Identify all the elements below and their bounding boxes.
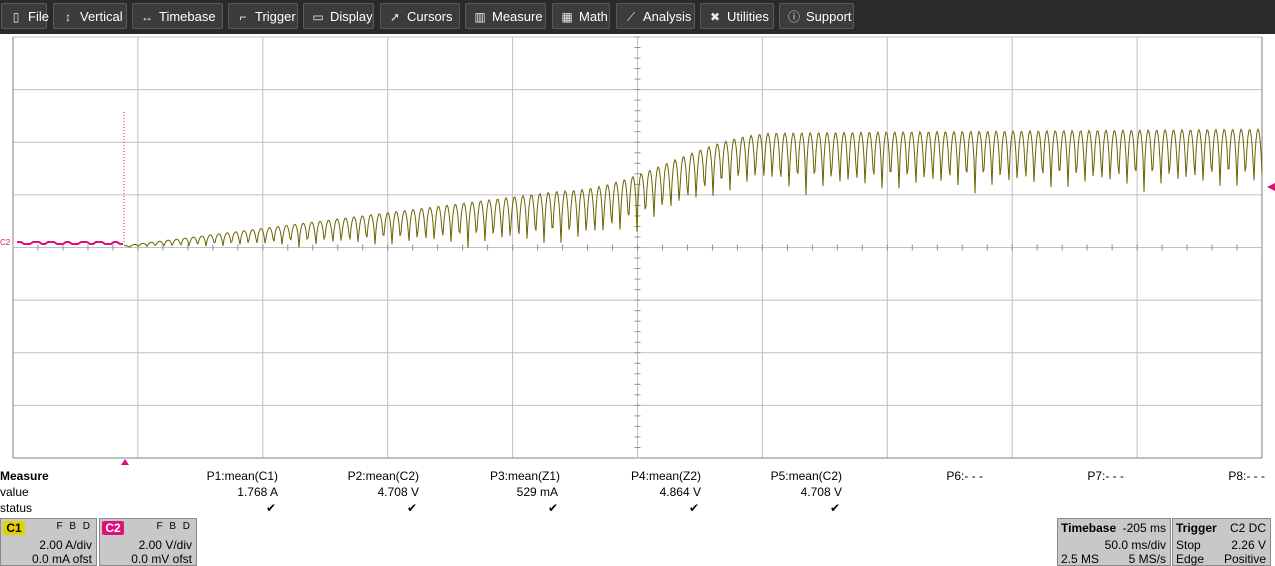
utilities-menu-button[interactable]: ✖ Utilities <box>700 3 774 29</box>
p2-name[interactable]: P2:mean(C2) <box>347 469 419 483</box>
trigger-title: Trigger <box>1176 521 1217 535</box>
p6-name[interactable]: P6:- - - <box>946 469 983 483</box>
c2-marker-label: C2 <box>0 238 11 247</box>
calculator-icon: ▦ <box>561 10 573 24</box>
c2-tag: C2 <box>102 521 124 535</box>
trigger-state: Stop <box>1176 538 1201 552</box>
timebase-scale: 50.0 ms/div <box>1104 538 1166 552</box>
c2-ground-marker: C2 <box>0 237 12 247</box>
p2-status-check-icon: ✔ <box>406 501 417 515</box>
p4-name[interactable]: P4:mean(Z2) <box>630 469 701 483</box>
timebase-descriptor[interactable]: Timebase -205 ms 50.0 ms/div 2.5 MS 5 MS… <box>1057 518 1171 566</box>
measure-table: Measure value status P1:mean(C1) 1.768 A… <box>0 466 1275 516</box>
status-row-label: status <box>0 501 33 515</box>
value-row-label: value <box>0 485 29 499</box>
p1-name[interactable]: P1:mean(C1) <box>206 469 278 483</box>
menu-bar: ▯ File ↕ Vertical ↔ Timebase ⌐ Trigger ▭ Disp… <box>0 0 1275 34</box>
info-icon: ⓘ <box>787 10 800 24</box>
p4-status-check-icon: ✔ <box>688 501 699 515</box>
cursor-icon: ➚ <box>389 10 401 24</box>
file-menu-button[interactable]: ▯ File <box>1 3 49 29</box>
p5-value: 4.708 V <box>800 485 842 499</box>
timebase-title: Timebase <box>1061 521 1117 535</box>
file-icon: ▯ <box>12 10 20 24</box>
trigger-level-marker[interactable] <box>1267 183 1275 191</box>
trigger-position-marker[interactable] <box>119 458 131 466</box>
c1-scale: 2.00 A/div <box>39 538 92 552</box>
c2-trace <box>17 241 123 245</box>
grid-center-ticks <box>12 36 1263 459</box>
trigger-slope: Positive <box>1223 552 1266 566</box>
horizontal-arrows-icon: ↔ <box>141 10 153 24</box>
display-menu-button[interactable]: ▭ Display <box>303 3 374 29</box>
c1-flags: F B D <box>56 521 92 532</box>
c1-tag: C1 <box>3 521 25 535</box>
tools-icon: ✖ <box>709 10 721 24</box>
trigger-descriptor[interactable]: Trigger C2 DC Stop 2.26 V Edge Positive <box>1172 518 1271 566</box>
c1-descriptor[interactable]: C1 F B D 2.00 A/div 0.0 mA ofst <box>0 518 97 566</box>
p1-value: 1.768 A <box>237 485 278 499</box>
waveform-display[interactable]: C2 <box>0 35 1275 460</box>
c2-scale: 2.00 V/div <box>138 538 192 552</box>
math-menu-button[interactable]: ▦ Math <box>552 3 610 29</box>
trigger-menu-button[interactable]: ⌐ Trigger <box>228 3 298 29</box>
p1-status-check-icon: ✔ <box>265 501 276 515</box>
timebase-rate: 5 MS/s <box>1128 552 1166 566</box>
p3-name[interactable]: P3:mean(Z1) <box>489 469 560 483</box>
p8-name[interactable]: P8:- - - <box>1228 469 1265 483</box>
trigger-level: 2.26 V <box>1231 538 1266 552</box>
measure-title: Measure <box>0 469 49 483</box>
analysis-chart-icon: ⟋ <box>626 10 636 24</box>
p5-status-check-icon: ✔ <box>829 501 840 515</box>
timebase-samples: 2.5 MS <box>1061 552 1100 566</box>
p7-name[interactable]: P7:- - - <box>1087 469 1124 483</box>
descriptor-bar: C1 F B D 2.00 A/div 0.0 mA ofst C2 F B D… <box>0 516 1275 566</box>
vertical-menu-button[interactable]: ↕ Vertical <box>53 3 127 29</box>
timebase-menu-button[interactable]: ↔ Timebase <box>132 3 223 29</box>
trigger-icon: ⌐ <box>239 10 247 24</box>
trigger-source: C2 DC <box>1229 521 1266 535</box>
p3-value: 529 mA <box>516 485 558 499</box>
vertical-arrows-icon: ↕ <box>65 10 71 24</box>
p3-status-check-icon: ✔ <box>547 501 558 515</box>
p5-name[interactable]: P5:mean(C2) <box>770 469 842 483</box>
display-icon: ▭ <box>312 10 324 24</box>
c2-offset: 0.0 mV ofst <box>131 552 192 566</box>
measure-icon: ▥ <box>474 10 486 24</box>
c1-trace <box>123 127 1263 248</box>
analysis-menu-button[interactable]: ⟋ Analysis <box>616 3 695 29</box>
c2-flags: F B D <box>156 521 192 532</box>
support-menu-button[interactable]: ⓘ Support <box>779 3 854 29</box>
p2-value: 4.708 V <box>377 485 419 499</box>
measure-menu-button[interactable]: ▥ Measure <box>465 3 546 29</box>
p4-value: 4.864 V <box>659 485 701 499</box>
cursors-menu-button[interactable]: ➚ Cursors <box>380 3 460 29</box>
waveform-grid[interactable]: C2 <box>0 35 1275 460</box>
c2-descriptor[interactable]: C2 F B D 2.00 V/div 0.0 mV ofst <box>99 518 197 566</box>
trigger-type: Edge <box>1176 552 1205 566</box>
timebase-delay: -205 ms <box>1122 521 1166 535</box>
c1-offset: 0.0 mA ofst <box>31 552 92 566</box>
